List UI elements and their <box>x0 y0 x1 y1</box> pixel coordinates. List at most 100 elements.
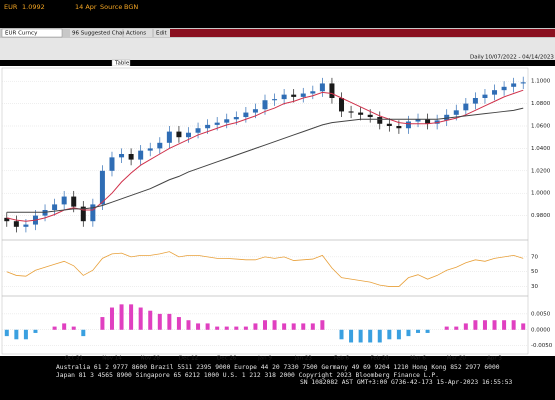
candle-body <box>492 90 498 95</box>
histogram-bar <box>521 323 526 330</box>
y-tick-label: 1.0200 <box>531 168 551 174</box>
histogram-bar <box>138 307 143 330</box>
histogram-bar <box>272 320 277 330</box>
candle-body <box>23 224 29 227</box>
y-tick-label: 1.1000 <box>531 79 551 85</box>
histogram-bar <box>291 323 296 330</box>
candle-body <box>425 119 431 124</box>
candle-body <box>205 124 211 129</box>
y-tick-label: 30 <box>531 284 538 290</box>
y-tick-label: 0.0000 <box>531 327 551 333</box>
candle-body <box>472 98 478 104</box>
x-tick-label: Jan 9 <box>257 356 272 362</box>
x-tick-label: Mar 6 <box>410 356 426 362</box>
candle-body <box>61 196 67 205</box>
histogram-bar <box>358 329 363 343</box>
candle-body <box>319 83 325 92</box>
candle-body <box>367 114 373 118</box>
histogram-bar <box>100 317 105 330</box>
histogram-bar <box>33 329 38 333</box>
histogram-bar <box>176 317 181 330</box>
histogram-bar <box>502 320 507 330</box>
histogram-bar <box>81 329 86 337</box>
candle-body <box>4 217 10 222</box>
candle-body <box>300 93 306 97</box>
histogram-bar <box>282 323 287 330</box>
histogram-bar <box>167 313 172 330</box>
y-tick-label: 50 <box>531 269 538 275</box>
ticker: EUR <box>4 3 18 11</box>
histogram-bar <box>454 326 459 330</box>
histogram-bar <box>482 320 487 330</box>
price: 1.0992 <box>22 3 45 11</box>
candle-body <box>176 131 182 138</box>
candle-body <box>405 121 411 129</box>
histogram-bar <box>109 307 114 330</box>
candle-body <box>291 94 297 97</box>
actions-button[interactable] <box>124 29 152 37</box>
candle-body <box>71 196 77 207</box>
histogram-bar <box>215 326 220 330</box>
histogram-bar <box>396 329 401 340</box>
candle-body <box>358 112 364 115</box>
y-tick-label: 1.0600 <box>531 124 551 130</box>
candle-body <box>339 98 345 112</box>
date: 14 Apr <box>75 3 97 11</box>
x-tick-label: Jan 23 <box>294 356 313 362</box>
candle-body <box>13 221 19 227</box>
histogram-bar <box>339 329 344 340</box>
histogram-bar <box>492 320 497 330</box>
candle-body <box>463 103 469 111</box>
candle-body <box>195 128 201 133</box>
candle-body <box>520 82 526 84</box>
footer-line: SN 1082082 AST GMT+3:00 G736-42-173 15-A… <box>300 379 513 386</box>
moving-average <box>6 107 524 213</box>
candle-body <box>453 110 459 115</box>
x-tick-label: Feb 20 <box>371 356 390 362</box>
histogram-bar <box>349 329 354 343</box>
footer-line: Australia 61 2 9777 8600 Brazil 5511 239… <box>56 364 500 371</box>
x-tick-label: Feb 6 <box>334 356 349 362</box>
candle-body <box>348 111 354 113</box>
histogram-bar <box>473 320 478 330</box>
candle-body <box>415 119 421 122</box>
x-tick-label: Nov 14 <box>102 356 122 362</box>
frequency: Daily <box>470 55 485 61</box>
suggested: 96 Suggested Charts <box>72 31 130 37</box>
histogram-bar <box>416 329 421 333</box>
histogram-bar <box>463 323 468 330</box>
candle-body <box>99 170 105 205</box>
histogram-bar <box>129 304 134 330</box>
candle-body <box>90 204 96 222</box>
y-tick-label: 1.0000 <box>531 191 551 197</box>
histogram-bar <box>368 329 373 343</box>
security: EUR Curncy <box>5 31 38 37</box>
candle-body <box>281 94 287 100</box>
date-range: 10/07/2022 - 04/14/2023 <box>485 55 554 61</box>
candle-body <box>329 83 335 98</box>
candle-body <box>511 83 517 87</box>
candle-body <box>310 91 316 94</box>
x-tick-label: Mar 20 <box>447 356 467 362</box>
candle-body <box>185 132 191 138</box>
histogram-bar <box>243 326 248 330</box>
source-code: BGN <box>124 3 138 11</box>
edit: Edit <box>156 31 167 37</box>
candle-body <box>109 157 115 171</box>
candle-body <box>252 109 258 113</box>
histogram-bar <box>148 310 153 330</box>
candle-body <box>166 131 172 143</box>
panel-frame <box>1 295 529 355</box>
y-tick-label: 70 <box>531 254 538 260</box>
y-tick-label: 0.9800 <box>531 213 551 219</box>
histogram-bar <box>157 313 162 330</box>
candle-body <box>386 123 392 126</box>
y-tick-label: 1.0400 <box>531 146 551 152</box>
security-box[interactable] <box>1 28 63 38</box>
source: Source <box>100 3 122 11</box>
edit-button[interactable] <box>154 29 170 37</box>
candle-body <box>42 210 48 216</box>
histogram-bar <box>52 326 57 330</box>
suggested-button[interactable] <box>70 29 122 37</box>
